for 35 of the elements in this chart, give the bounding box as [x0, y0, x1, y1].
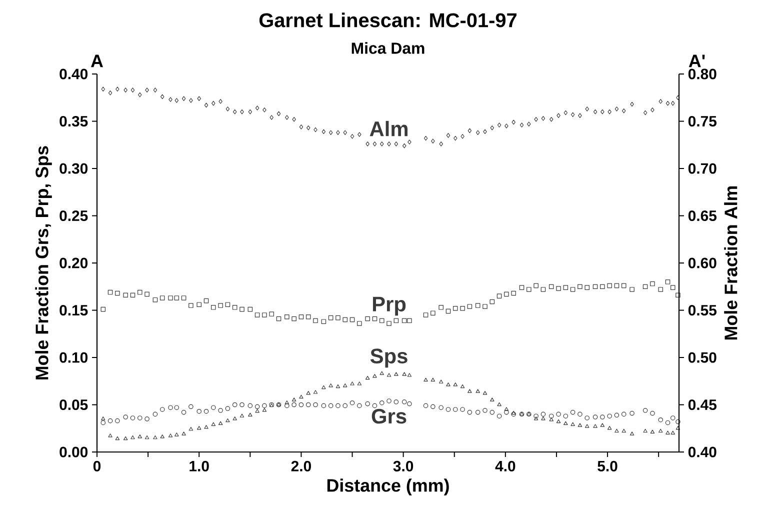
y2-tick-label: 0.75: [688, 116, 717, 127]
y2-axis-title: Mole Fraction Alm: [724, 186, 738, 340]
x-tick-label: 3.0: [393, 460, 414, 472]
chart-subtitle: Mica Dam: [352, 42, 424, 54]
series-label: Alm: [370, 120, 408, 136]
series-label: Sps: [370, 348, 408, 368]
y2-tick-label: 0.60: [688, 258, 716, 268]
x-axis-title: Distance (mm): [327, 478, 449, 496]
text: A: [90, 54, 104, 68]
y-tick-label: 0.40: [60, 68, 88, 80]
chart-title: Garnet Linescan: MC-01-97: [259, 12, 516, 28]
y-tick-label: 0.25: [60, 210, 88, 222]
y2-tick-label: 0.40: [688, 446, 716, 458]
y-tick-label: 0.05: [60, 399, 88, 410]
x-tick-label: 2.0: [291, 460, 311, 472]
y2-tick-label: 0.45: [688, 399, 717, 410]
y2-tick-label: 0.80: [688, 68, 716, 80]
y-tick-label: 0.00: [60, 446, 88, 458]
series-label: Grs: [372, 408, 406, 424]
x-tick-label: 1.0: [190, 460, 209, 472]
y-tick-label: 0.30: [60, 163, 88, 174]
y2-tick-label: 0.70: [688, 163, 716, 174]
y-tick-label: 0.35: [60, 116, 88, 127]
y-tick-label: 0.10: [60, 352, 88, 363]
x-tick-label: 0: [93, 460, 101, 472]
text: A': [688, 54, 705, 68]
y2-tick-label: 0.50: [688, 352, 716, 363]
y-tick-label: 0.20: [60, 258, 88, 268]
y2-tick-label: 0.65: [688, 210, 717, 222]
series-label: Prp: [372, 296, 406, 316]
y-axis-title: Mole Fraction Grs, Prp, Sps: [35, 146, 52, 380]
y2-tick-label: 0.55: [688, 304, 717, 316]
x-tick-label: 5.0: [598, 460, 618, 472]
y-tick-label: 0.15: [60, 304, 88, 316]
x-tick-label: 4.0: [495, 460, 516, 472]
